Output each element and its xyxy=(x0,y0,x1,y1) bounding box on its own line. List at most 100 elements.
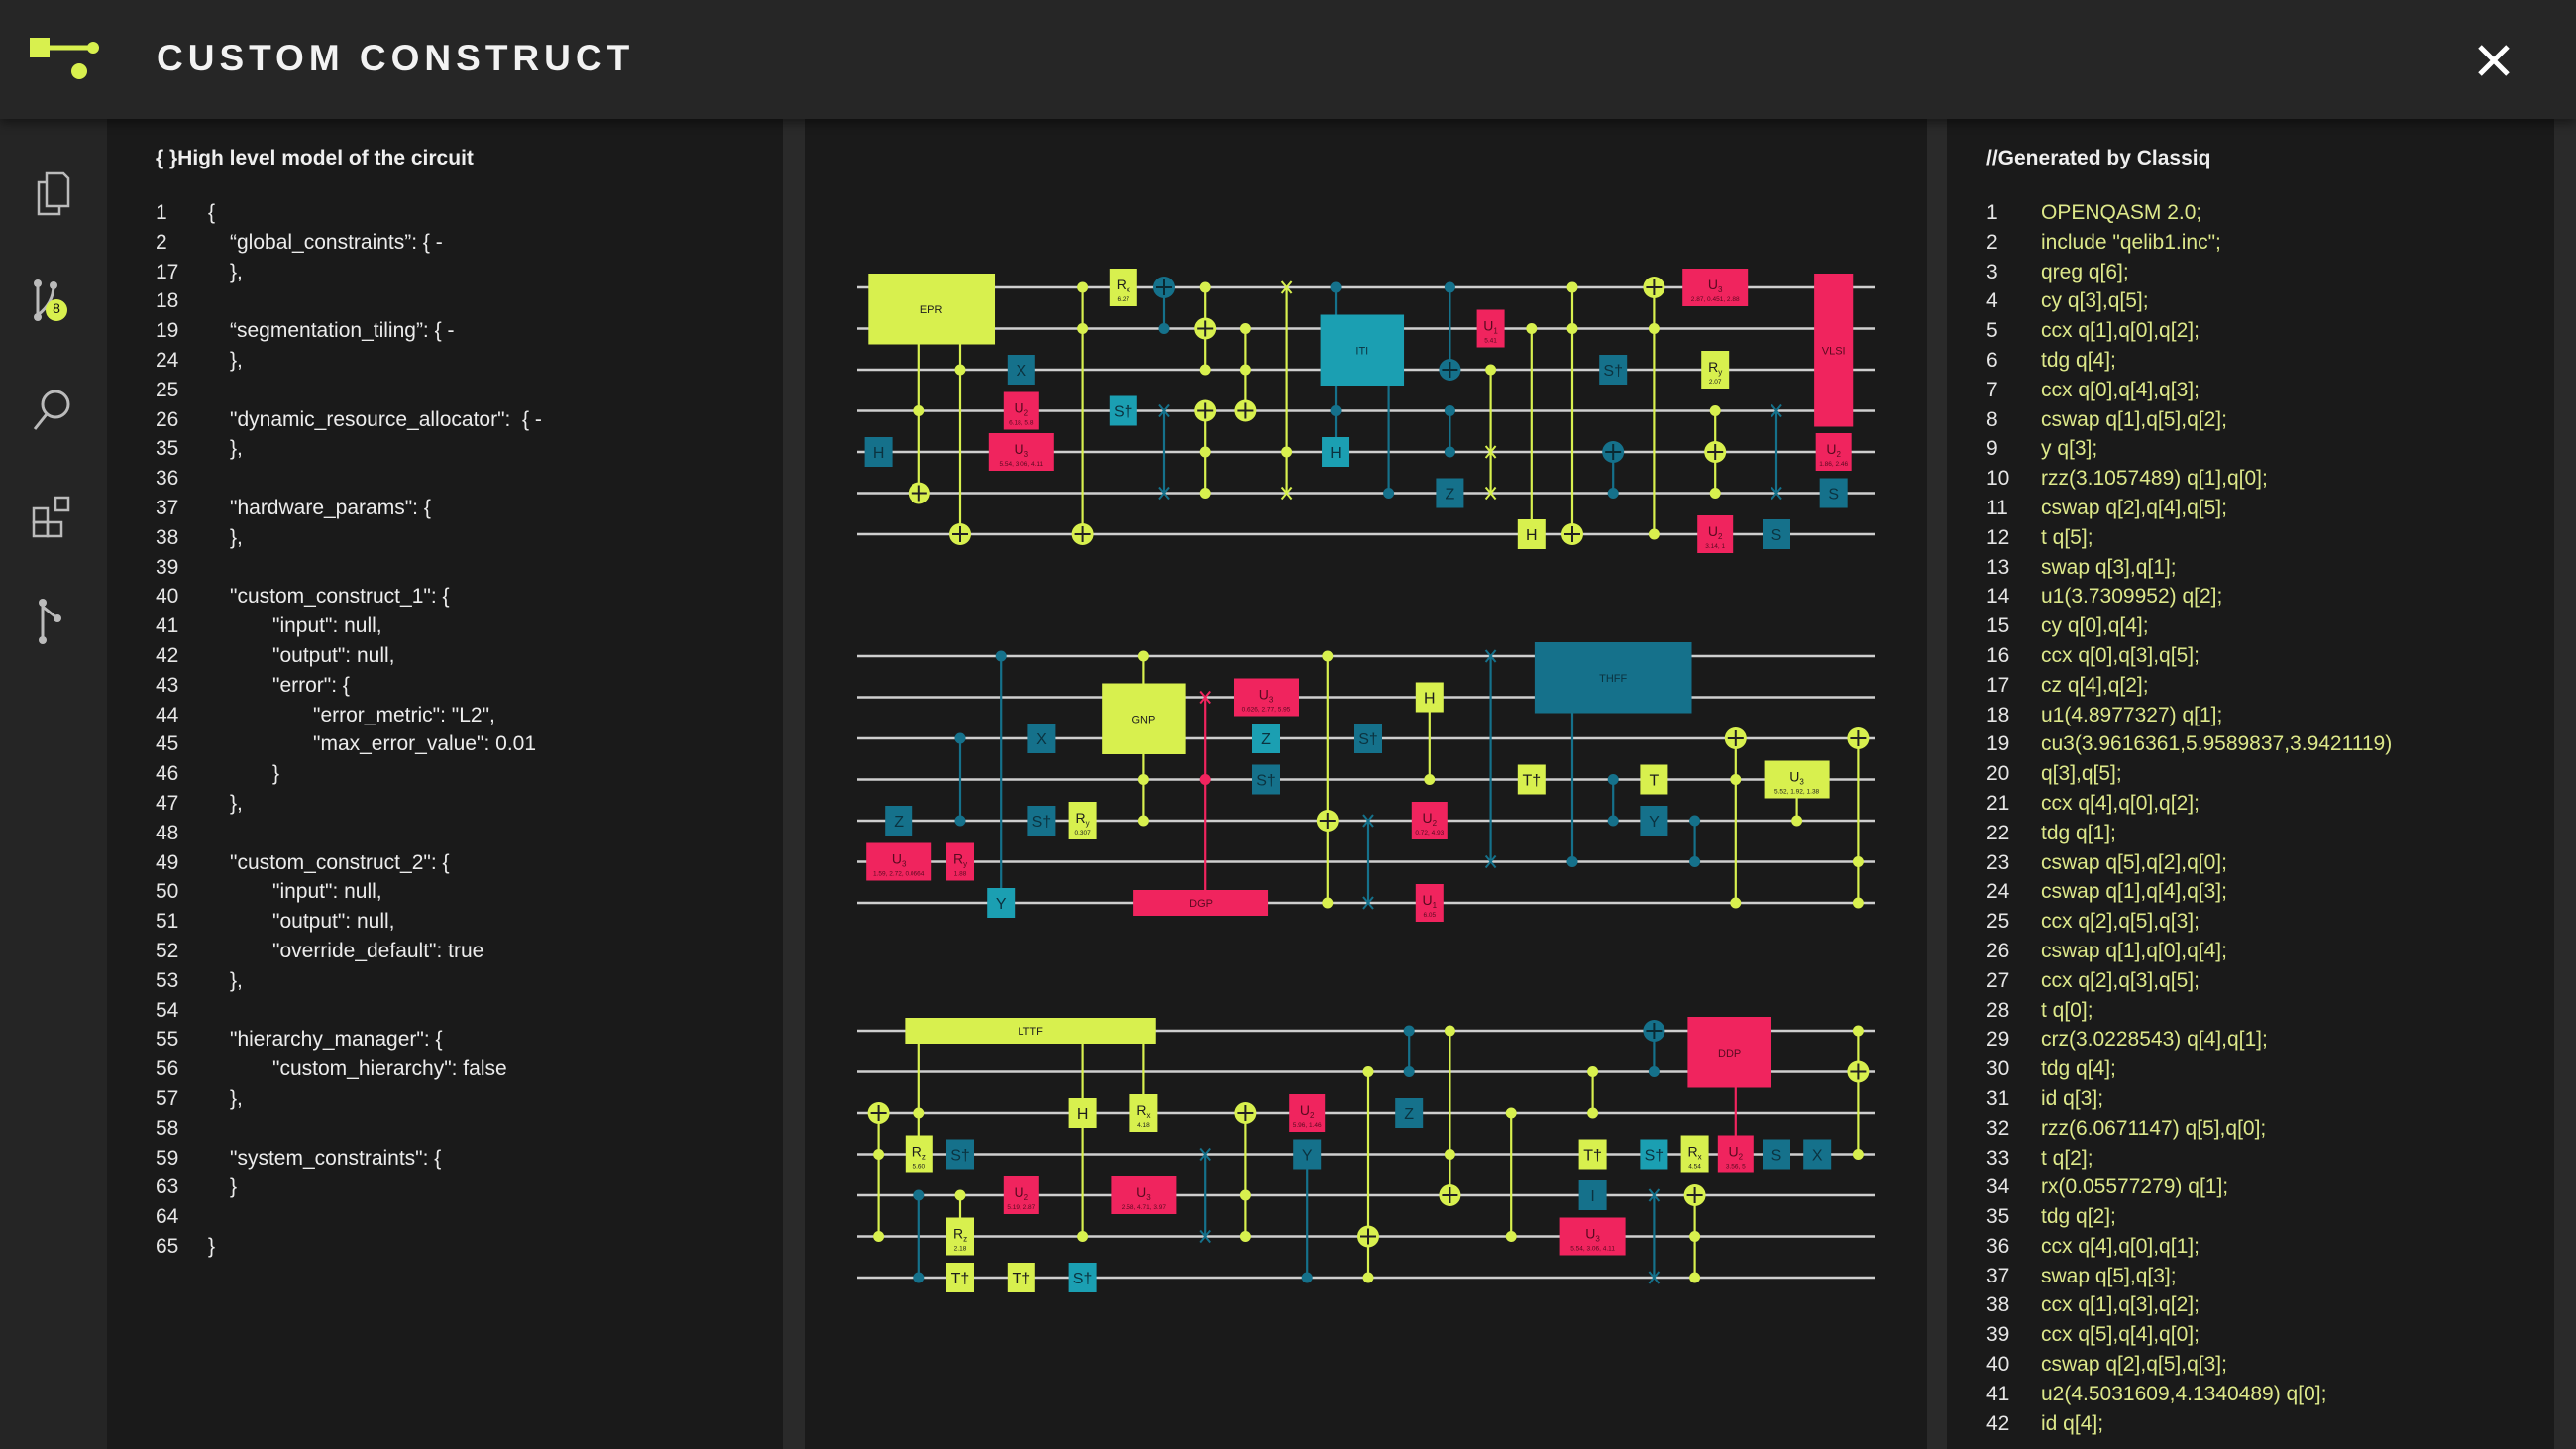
gate-symbol: R xyxy=(1688,1144,1698,1160)
gate-h[interactable]: H xyxy=(1068,1098,1097,1128)
gate-u[interactable]: U2 5.19, 2.87 xyxy=(1003,1176,1039,1214)
gate-r[interactable]: Rx 6.27 xyxy=(1109,269,1137,306)
composite-gate-lttf[interactable]: LTTF xyxy=(905,1018,1156,1044)
gate-u[interactable]: U3 2.87, 0.451, 2.88 xyxy=(1682,269,1749,306)
composite-gate-vlsi[interactable]: VLSI xyxy=(1814,274,1854,427)
gate-h[interactable]: H xyxy=(1517,519,1546,549)
gate-z[interactable]: Z xyxy=(1395,1098,1424,1128)
gate-s-dagger[interactable]: S† xyxy=(1109,395,1137,426)
gate-s[interactable]: S xyxy=(1763,1139,1790,1170)
composite-gate-thff[interactable]: THFF xyxy=(1534,642,1692,714)
close-icon[interactable] xyxy=(2473,40,2515,81)
gate-r[interactable]: Ry 0.307 xyxy=(1068,802,1097,839)
composite-gate-dgp[interactable]: DGP xyxy=(1133,890,1269,916)
composite-gate-epr[interactable]: EPR xyxy=(868,274,996,345)
gate-x[interactable]: X xyxy=(1803,1139,1832,1170)
line-text: cswap q[1],q[5],q[2]; xyxy=(2041,407,2227,431)
gate-u[interactable]: U2 0.72, 4.93 xyxy=(1411,802,1448,839)
gate-u[interactable]: U3 5.54, 3.06, 4.11 xyxy=(1559,1217,1626,1256)
gate-label: U2 xyxy=(1826,441,1841,459)
gate-r[interactable]: Ry 2.07 xyxy=(1701,351,1730,389)
blocks-icon[interactable] xyxy=(28,493,77,542)
gate-box xyxy=(1234,678,1299,717)
control-dot xyxy=(1689,1272,1701,1283)
composite-gate-ddp[interactable]: DDP xyxy=(1687,1017,1771,1088)
gate-s-dagger[interactable]: S† xyxy=(1599,355,1628,385)
gate-t-dagger[interactable]: T† xyxy=(946,1263,974,1292)
gate-s-dagger[interactable]: S† xyxy=(1252,764,1280,795)
gate-u[interactable]: U3 2.58, 4.71, 3.97 xyxy=(1111,1176,1177,1214)
gate-h[interactable]: H xyxy=(1415,682,1444,713)
gate-r[interactable]: Ry 1.88 xyxy=(946,842,974,881)
gate-u[interactable]: U2 5.96, 1.46 xyxy=(1289,1094,1326,1132)
search-icon[interactable] xyxy=(28,385,77,434)
gate-u[interactable]: U1 5.41 xyxy=(1476,309,1505,348)
gate-u[interactable]: U1 6.05 xyxy=(1415,884,1444,922)
line-text: id q[3]; xyxy=(2041,1086,2104,1110)
gate-s-dagger[interactable]: S† xyxy=(1068,1263,1097,1292)
gate-s-dagger[interactable]: S† xyxy=(1640,1139,1668,1170)
gate-symbol: S† xyxy=(1032,814,1052,831)
code-line: 31 id q[3]; xyxy=(1986,1084,2551,1114)
line-number: 59 xyxy=(156,1146,179,1170)
gate-x[interactable]: X xyxy=(1027,724,1056,753)
gate-r[interactable]: Rz 2.18 xyxy=(946,1217,974,1256)
gate-t[interactable]: T xyxy=(1640,764,1668,795)
gate-u[interactable]: U2 3.14, 1 xyxy=(1697,515,1734,553)
gate-t-dagger[interactable]: T† xyxy=(1517,764,1546,795)
gate-i[interactable]: I xyxy=(1578,1180,1607,1210)
gate-u[interactable]: U3 5.52, 1.92, 1.38 xyxy=(1764,760,1830,799)
gate-label: Rx xyxy=(1136,1102,1150,1120)
gate-u[interactable]: U2 6.18, 5.8 xyxy=(1003,391,1039,430)
gate-u[interactable]: U2 1.86, 2.46 xyxy=(1815,433,1852,471)
gate-h[interactable]: H xyxy=(864,437,893,467)
line-number: 38 xyxy=(156,525,179,549)
gate-y[interactable]: Y xyxy=(1640,806,1668,836)
gate-s-dagger[interactable]: S† xyxy=(1354,724,1382,753)
code-line: 46} xyxy=(156,759,770,789)
gate-y[interactable]: Y xyxy=(987,888,1016,918)
copy-icon[interactable] xyxy=(28,168,77,218)
line-number: 5 xyxy=(1986,319,1998,343)
gate-z[interactable]: Z xyxy=(1252,724,1280,753)
gate-t-dagger[interactable]: T† xyxy=(1007,1263,1035,1292)
line-text: }, xyxy=(230,260,243,283)
gate-z[interactable]: Z xyxy=(885,806,913,836)
gate-label: EPR xyxy=(920,304,943,316)
gate-params: 5.19, 2.87 xyxy=(1007,1204,1035,1211)
gate-x[interactable]: X xyxy=(1007,355,1035,385)
gate-box xyxy=(1293,1139,1322,1170)
gate-box xyxy=(1415,884,1444,922)
gate-u[interactable]: U2 3.56, 5 xyxy=(1717,1135,1754,1173)
composite-gate-gnp[interactable]: GNP xyxy=(1102,683,1186,755)
gate-s-dagger[interactable]: S† xyxy=(946,1139,974,1170)
gate-r[interactable]: Rx 4.54 xyxy=(1680,1135,1709,1173)
gate-s[interactable]: S xyxy=(1763,519,1790,549)
gate-t-dagger[interactable]: T† xyxy=(1578,1139,1607,1170)
code-line: 1{ xyxy=(156,198,770,228)
code-line: 38}, xyxy=(156,523,770,553)
composite-gate-iti[interactable]: ITI xyxy=(1320,314,1405,387)
gate-r[interactable]: Rz 5.60 xyxy=(905,1135,933,1173)
model-code-editor[interactable]: 1{2 “global_constraints”: { -17}, 18 19 “seg… xyxy=(156,198,770,1262)
line-number: 53 xyxy=(156,968,179,992)
gate-h[interactable]: H xyxy=(1322,437,1350,467)
code-line: 39 ccx q[5],q[4],q[0]; xyxy=(1986,1320,2551,1350)
gate-r[interactable]: Rx 4.18 xyxy=(1129,1094,1158,1132)
gate-u[interactable]: U3 1.59, 2.72, 0.0664 xyxy=(866,842,932,881)
gate-s-dagger[interactable]: S† xyxy=(1027,806,1056,836)
line-text: tdg q[1]; xyxy=(2041,821,2116,844)
gate-s[interactable]: S xyxy=(1819,478,1848,508)
line-number: 63 xyxy=(156,1175,179,1199)
sidebar-item-versions[interactable]: 8 xyxy=(28,278,77,327)
qasm-code-editor[interactable]: 1 OPENQASM 2.0; 2 include "qelib1.inc"; 3 qre… xyxy=(1986,198,2551,1438)
control-dot xyxy=(1158,323,1170,334)
gate-y[interactable]: Y xyxy=(1293,1139,1322,1170)
git-branch-icon[interactable] xyxy=(28,597,77,646)
gate-u[interactable]: U3 5.54, 3.06, 4.11 xyxy=(988,433,1054,471)
gate-z[interactable]: Z xyxy=(1436,478,1464,508)
line-number: 54 xyxy=(156,998,179,1022)
gate-label: Z xyxy=(1261,731,1271,748)
gate-u[interactable]: U3 0.626, 2.77, 5.95 xyxy=(1234,678,1299,717)
